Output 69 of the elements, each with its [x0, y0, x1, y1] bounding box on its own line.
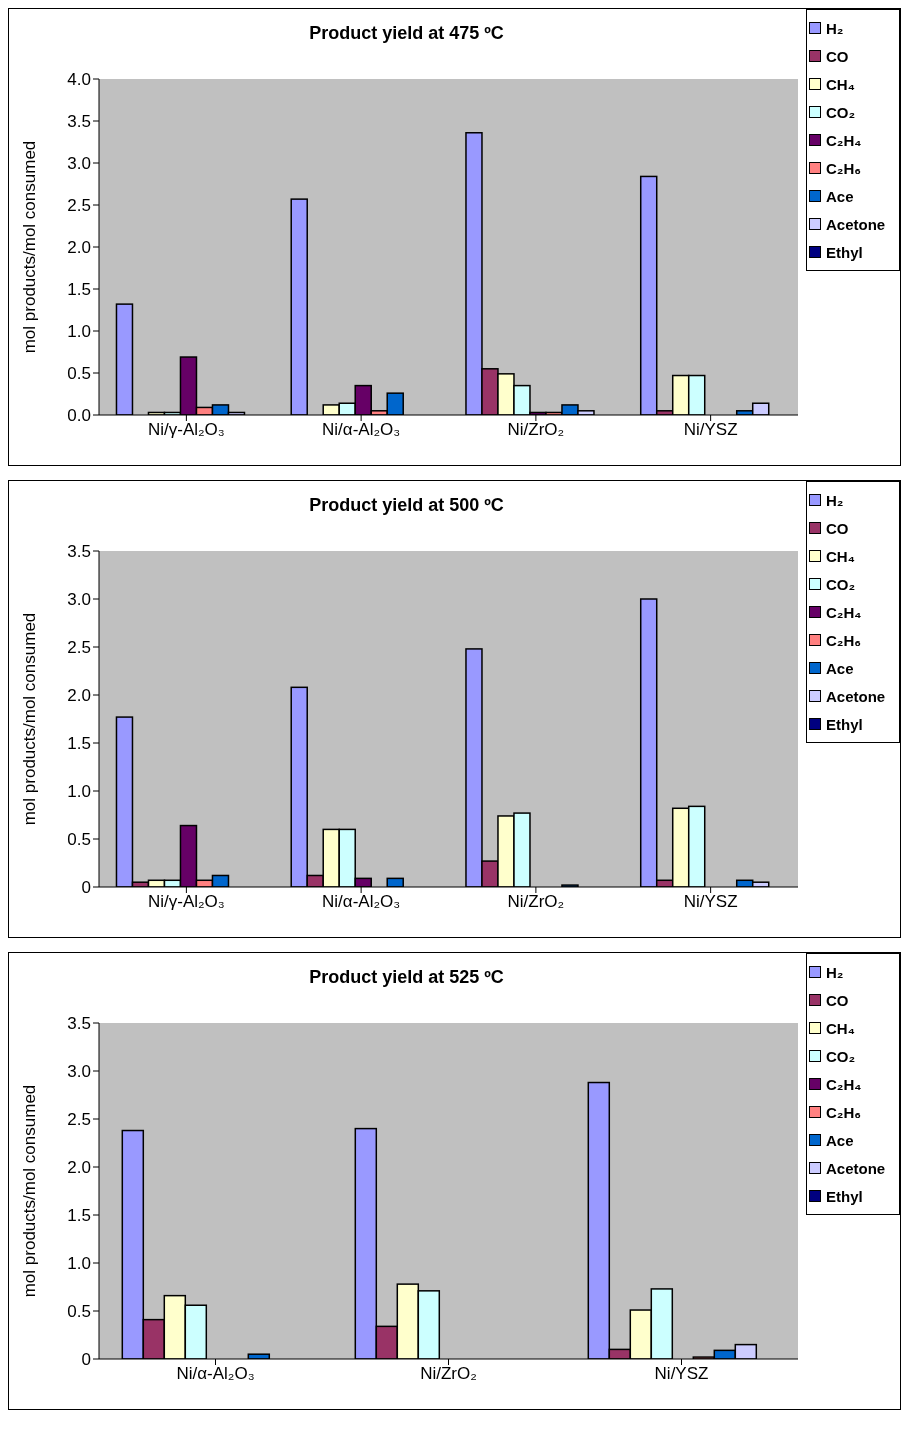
legend-label: Ethyl	[826, 243, 863, 261]
y-tick-label: 2.5	[67, 196, 91, 216]
y-tick-label: 1.5	[67, 280, 91, 300]
x-tick-label: Ni/YSZ	[654, 1364, 709, 1384]
x-tick-label: Ni/YSZ	[683, 420, 738, 440]
y-tick-label: 0.5	[67, 830, 91, 850]
legend-label: C₂H₆	[826, 631, 862, 649]
legend-label: CH₄	[826, 75, 855, 93]
legend-label: Ace	[826, 187, 854, 205]
y-tick-label: 2.5	[67, 638, 91, 658]
x-tick-label: Ni/ZrO₂	[507, 420, 565, 440]
y-tick-label: 2.0	[67, 1158, 91, 1178]
legend-label: Ace	[826, 1131, 854, 1149]
y-tick-label: 3.5	[67, 1014, 91, 1034]
legend-label: C₂H₄	[826, 131, 862, 149]
legend-label: C₂H₄	[826, 1075, 862, 1093]
x-tick-label: Ni/α-Al₂O₃	[176, 1364, 255, 1384]
y-tick-label: 4.0	[67, 70, 91, 90]
y-tick-label: 3.0	[67, 1062, 91, 1082]
legend-label: H₂	[826, 19, 844, 37]
y-tick-label: 0.0	[67, 406, 91, 426]
legend-label: C₂H₆	[826, 159, 862, 177]
legend-label: CO	[826, 47, 849, 65]
y-tick-label: 0.5	[67, 364, 91, 384]
x-tick-label: Ni/α-Al₂O₃	[322, 420, 401, 440]
x-tick-label: Ni/γ-Al₂O₃	[147, 420, 225, 440]
y-tick-label: 2.5	[67, 1110, 91, 1130]
legend-label: C₂H₄	[826, 603, 862, 621]
y-tick-label: 3.5	[67, 112, 91, 132]
chart-title: Product yield at 500 ºC	[308, 495, 505, 516]
y-tick-label: 0	[81, 1350, 91, 1370]
legend-label: CO₂	[826, 103, 856, 121]
chart-title: Product yield at 475 ºC	[308, 23, 505, 44]
legend-label: Ace	[826, 659, 854, 677]
legend-label: C₂H₆	[826, 1103, 862, 1121]
legend-label: CO₂	[826, 1047, 856, 1065]
y-tick-label: 0.5	[67, 1302, 91, 1322]
y-tick-label: 1.0	[67, 1254, 91, 1274]
x-tick-label: Ni/ZrO₂	[420, 1364, 477, 1384]
legend-label: Ethyl	[826, 1187, 863, 1205]
y-tick-label: 2.0	[67, 238, 91, 258]
y-tick-label: 2.0	[67, 686, 91, 706]
x-tick-label: Ni/YSZ	[683, 892, 738, 912]
y-tick-label: 3.0	[67, 154, 91, 174]
legend-label: Acetone	[826, 1159, 886, 1177]
legend-label: CH₄	[826, 1019, 855, 1037]
y-tick-label: 3.5	[67, 542, 91, 562]
y-tick-label: 1.0	[67, 782, 91, 802]
x-tick-label: Ni/γ-Al₂O₃	[147, 892, 225, 912]
y-tick-label: 3.0	[67, 590, 91, 610]
y-tick-label: 0	[81, 878, 91, 898]
y-tick-label: 1.5	[67, 1206, 91, 1226]
legend-label: H₂	[826, 963, 844, 981]
x-tick-label: Ni/α-Al₂O₃	[322, 892, 401, 912]
legend-label: H₂	[826, 491, 844, 509]
y-tick-label: 1.0	[67, 322, 91, 342]
legend-label: CH₄	[826, 547, 855, 565]
legend-label: CO	[826, 991, 849, 1009]
y-axis-title: mol products/mol consumed	[20, 612, 40, 826]
chart-title: Product yield at 525 ºC	[308, 967, 505, 988]
legend-label: CO	[826, 519, 849, 537]
legend-label: Acetone	[826, 687, 886, 705]
legend-label: Ethyl	[826, 715, 863, 733]
legend-label: Acetone	[826, 215, 886, 233]
y-tick-label: 1.5	[67, 734, 91, 754]
x-tick-label: Ni/ZrO₂	[507, 892, 565, 912]
y-axis-title: mol products/mol consumed	[20, 140, 40, 354]
y-axis-title: mol products/mol consumed	[20, 1084, 40, 1298]
legend-label: CO₂	[826, 575, 856, 593]
